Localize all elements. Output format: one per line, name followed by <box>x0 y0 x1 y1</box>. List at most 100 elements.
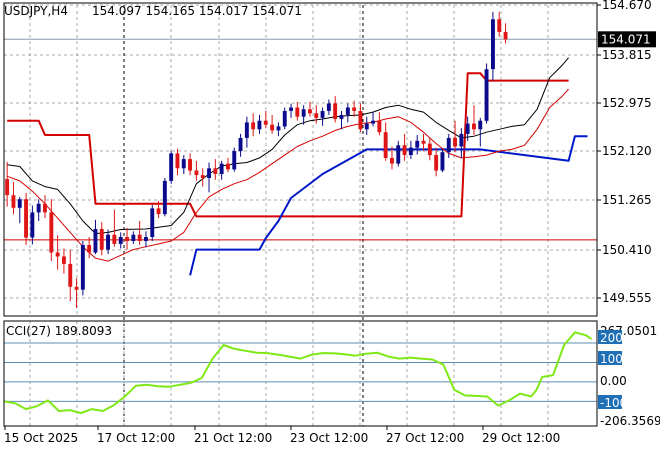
bear-candle <box>24 199 28 238</box>
bull-candle <box>36 203 41 213</box>
bear-candle <box>427 143 432 156</box>
time-tick-label: 23 Oct 12:00 <box>290 431 368 445</box>
bull-candle <box>326 103 331 111</box>
bear-candle <box>352 107 357 111</box>
cci-tick-label: -206.3569 <box>600 414 660 428</box>
chart-ohlc: 154.097 154.165 154.017 154.071 <box>92 4 302 18</box>
bear-candle <box>11 195 16 208</box>
bull-candle <box>207 168 211 178</box>
bear-candle <box>402 145 407 155</box>
bear-candle <box>390 157 394 164</box>
cci-line-group <box>3 331 593 414</box>
cci-title: CCI(27) 189.8093 <box>6 324 112 338</box>
bull-candle <box>446 137 451 153</box>
bear-candle <box>421 140 426 144</box>
bear-candle <box>383 132 388 158</box>
cci-panel-frame <box>3 320 598 427</box>
fast-moving-average <box>7 57 569 235</box>
bear-candle <box>226 163 230 170</box>
candles <box>5 11 508 309</box>
cci-level-badge <box>598 330 622 344</box>
price-tick-label: 149.555 <box>602 291 652 305</box>
price-tick-label: 154.670 <box>602 0 652 12</box>
bear-candle <box>87 245 92 253</box>
bear-candle <box>263 120 268 125</box>
bull-candle <box>276 126 281 131</box>
lower-envelope-line <box>189 135 588 276</box>
cci-level-label: -100 <box>600 396 627 410</box>
time-tick-label: 29 Oct 12:00 <box>482 431 560 445</box>
bear-candle <box>314 113 319 118</box>
bull-candle <box>150 208 155 237</box>
bull-candle <box>232 151 237 170</box>
bear-candle <box>49 212 54 253</box>
bear-candle <box>377 120 382 133</box>
upper-envelope-line <box>7 72 569 218</box>
bull-candle <box>118 237 123 244</box>
bear-candle <box>194 170 199 176</box>
bull-candle <box>484 69 489 121</box>
bear-candle <box>453 137 457 147</box>
bull-candle <box>415 140 420 148</box>
bull-candle <box>144 237 148 241</box>
bear-candle <box>137 234 142 241</box>
cci-level-badge <box>598 351 622 365</box>
bear-candle <box>68 263 73 287</box>
bear-candle <box>472 123 476 130</box>
panel-frames <box>3 2 598 427</box>
bull-candle <box>478 120 483 130</box>
bull-candle <box>371 120 375 124</box>
bear-candle <box>43 203 47 213</box>
price-tick-label: 152.120 <box>602 144 652 158</box>
bear-candle <box>497 19 502 32</box>
bull-candle <box>301 109 306 117</box>
bull-candle <box>282 111 287 127</box>
bear-candle <box>358 111 363 130</box>
bull-candle <box>80 245 85 290</box>
cci-line <box>3 331 593 414</box>
bull-candle <box>364 123 369 130</box>
main-panel-frame <box>3 2 598 317</box>
bull-candle <box>257 120 262 130</box>
price-tick-label: 152.975 <box>602 96 652 110</box>
bull-candle <box>131 234 136 241</box>
bear-candle <box>5 179 10 196</box>
bull-candle <box>244 122 249 138</box>
bull-candle <box>396 145 401 164</box>
bear-candle <box>503 31 508 40</box>
current-price-label: 154.071 <box>601 32 651 46</box>
time-tick-label: 27 Oct 12:00 <box>386 431 464 445</box>
bull-candle <box>238 137 243 152</box>
bull-candle <box>289 107 293 111</box>
cci-level-label: 200 <box>600 331 623 345</box>
time-tick-label: 17 Oct 12:00 <box>97 431 175 445</box>
main-grid <box>4 4 597 426</box>
bull-candle <box>219 163 224 174</box>
bull-candle <box>162 180 167 215</box>
time-tick-label: 21 Oct 12:00 <box>194 431 272 445</box>
bear-candle <box>175 153 180 169</box>
bear-candle <box>308 109 312 114</box>
bull-candle <box>17 199 22 208</box>
bull-candle <box>491 19 495 70</box>
bull-candle <box>339 115 344 119</box>
bull-candle <box>465 123 470 134</box>
main-indicator-lines <box>4 38 597 276</box>
bear-candle <box>295 107 300 117</box>
bear-candle <box>156 208 161 215</box>
bear-candle <box>125 237 129 241</box>
bear-candle <box>333 103 338 119</box>
bear-candle <box>112 234 117 244</box>
cci-grid <box>4 321 597 426</box>
current-price-badge <box>598 31 656 48</box>
price-tick-label: 153.815 <box>602 48 652 62</box>
cci-tick-label: 0.00 <box>600 374 627 388</box>
bull-candle <box>169 153 174 181</box>
time-tick-label: 15 Oct 2025 <box>4 431 78 445</box>
bear-candle <box>270 124 275 131</box>
bear-candle <box>188 159 192 171</box>
price-tick-label: 151.265 <box>602 193 652 207</box>
bear-candle <box>213 168 218 174</box>
